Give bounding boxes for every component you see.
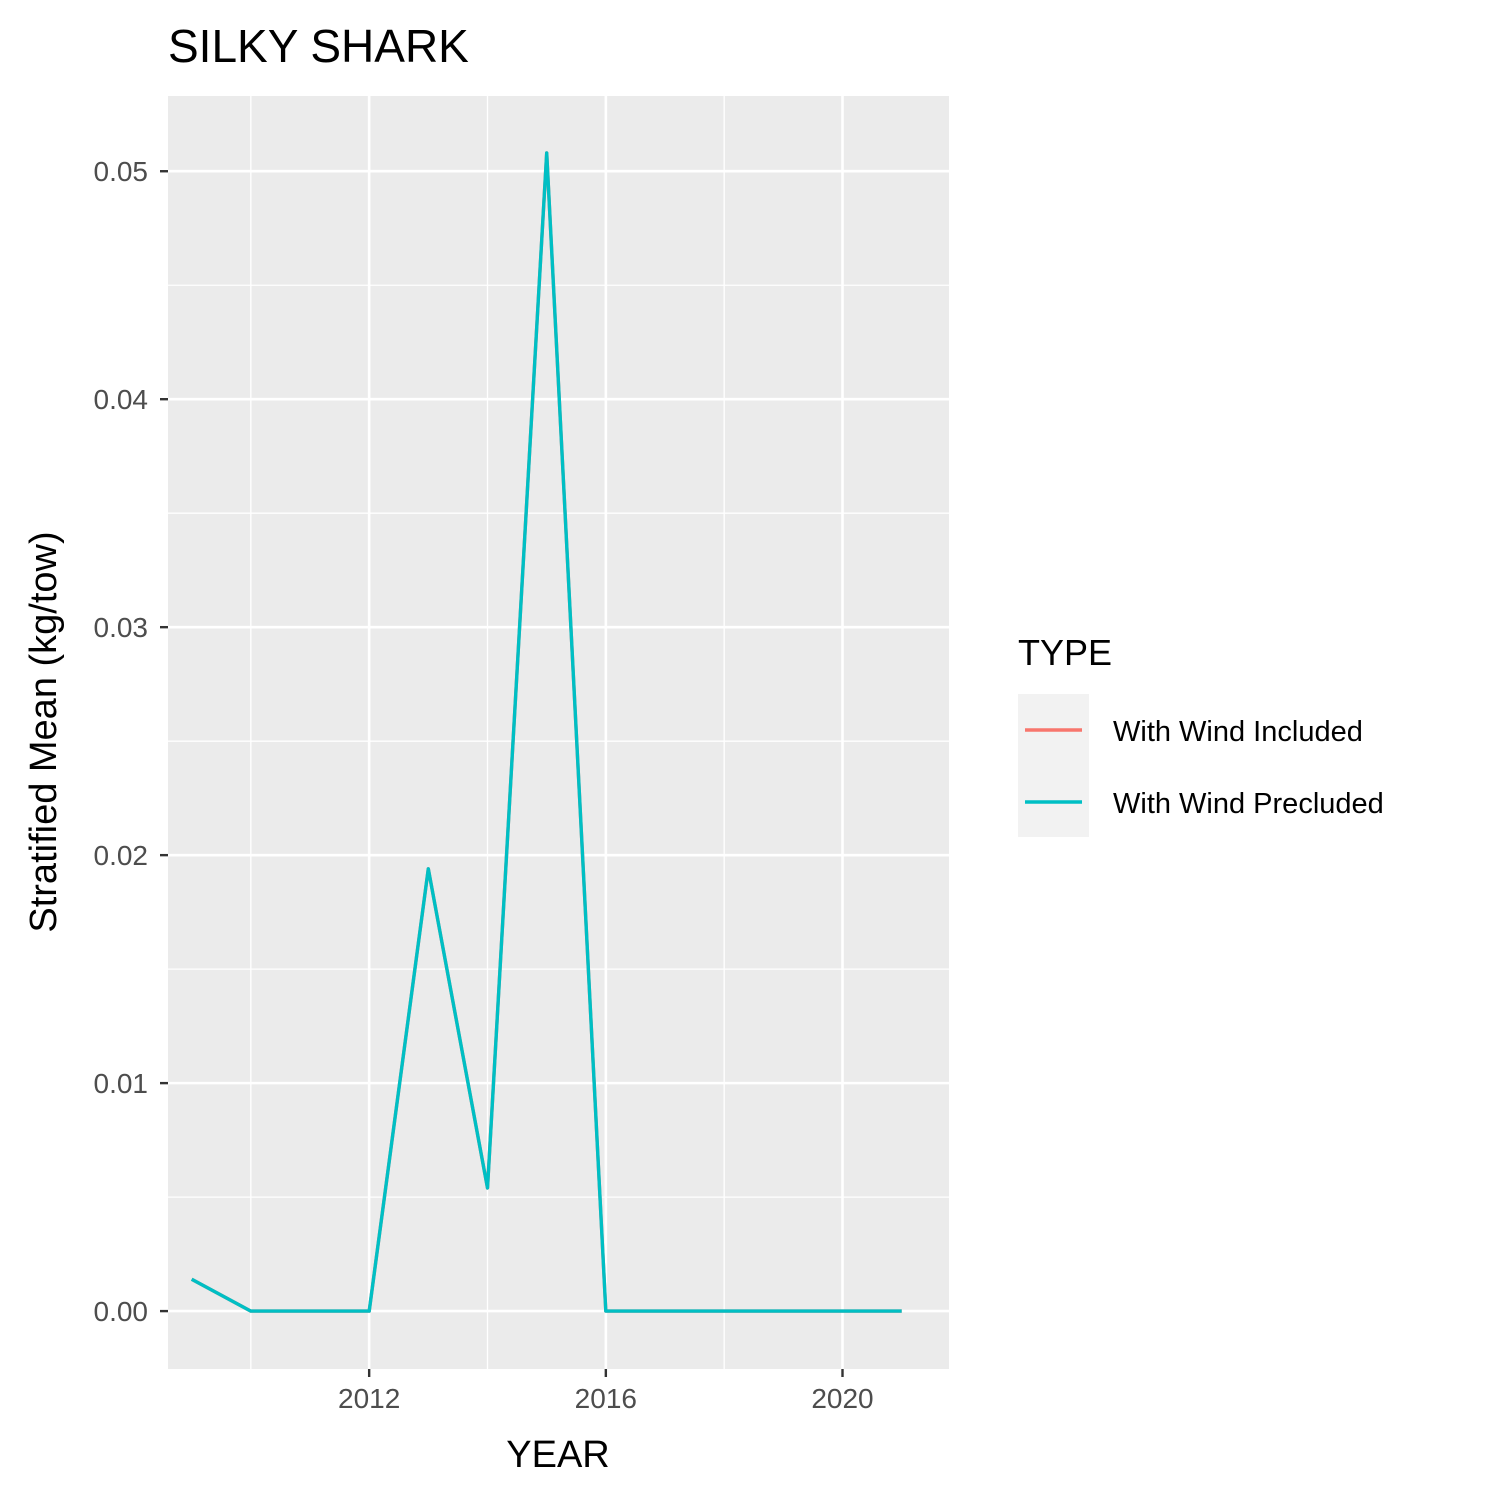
x-tick-label: 2020: [811, 1383, 873, 1414]
y-tick-label: 0.05: [94, 156, 149, 187]
y-axis-title: Stratified Mean (kg/tow): [23, 531, 65, 932]
plot-panel: [168, 96, 949, 1369]
y-tick-label: 0.01: [94, 1068, 149, 1099]
legend-item: With Wind Precluded: [1025, 788, 1384, 820]
legend: TYPE With Wind Included With Wind Preclud…: [1018, 632, 1384, 837]
x-axis-title: YEAR: [506, 1434, 609, 1476]
x-tick-label: 2016: [575, 1383, 637, 1414]
y-tick-label: 0.00: [94, 1296, 149, 1327]
legend-keys-background: [1018, 694, 1089, 837]
legend-items: With Wind Included With Wind Precluded: [1025, 716, 1384, 820]
chart-title: SILKY SHARK: [168, 20, 469, 72]
legend-label: With Wind Included: [1113, 716, 1363, 748]
series-lines: [190, 151, 902, 1313]
y-tick-label: 0.03: [94, 612, 149, 643]
legend-title: TYPE: [1018, 632, 1112, 673]
legend-item: With Wind Included: [1025, 716, 1363, 748]
legend-label: With Wind Precluded: [1113, 788, 1384, 820]
y-tick-label: 0.02: [94, 840, 149, 871]
y-tick-label: 0.04: [94, 384, 149, 415]
series-line-with-wind-precluded: [190, 151, 902, 1313]
x-tick-label: 2012: [338, 1383, 400, 1414]
axes: 0.00 0.01 0.02 0.03 0.04 0.05 2012 2016 2020: [94, 156, 874, 1414]
